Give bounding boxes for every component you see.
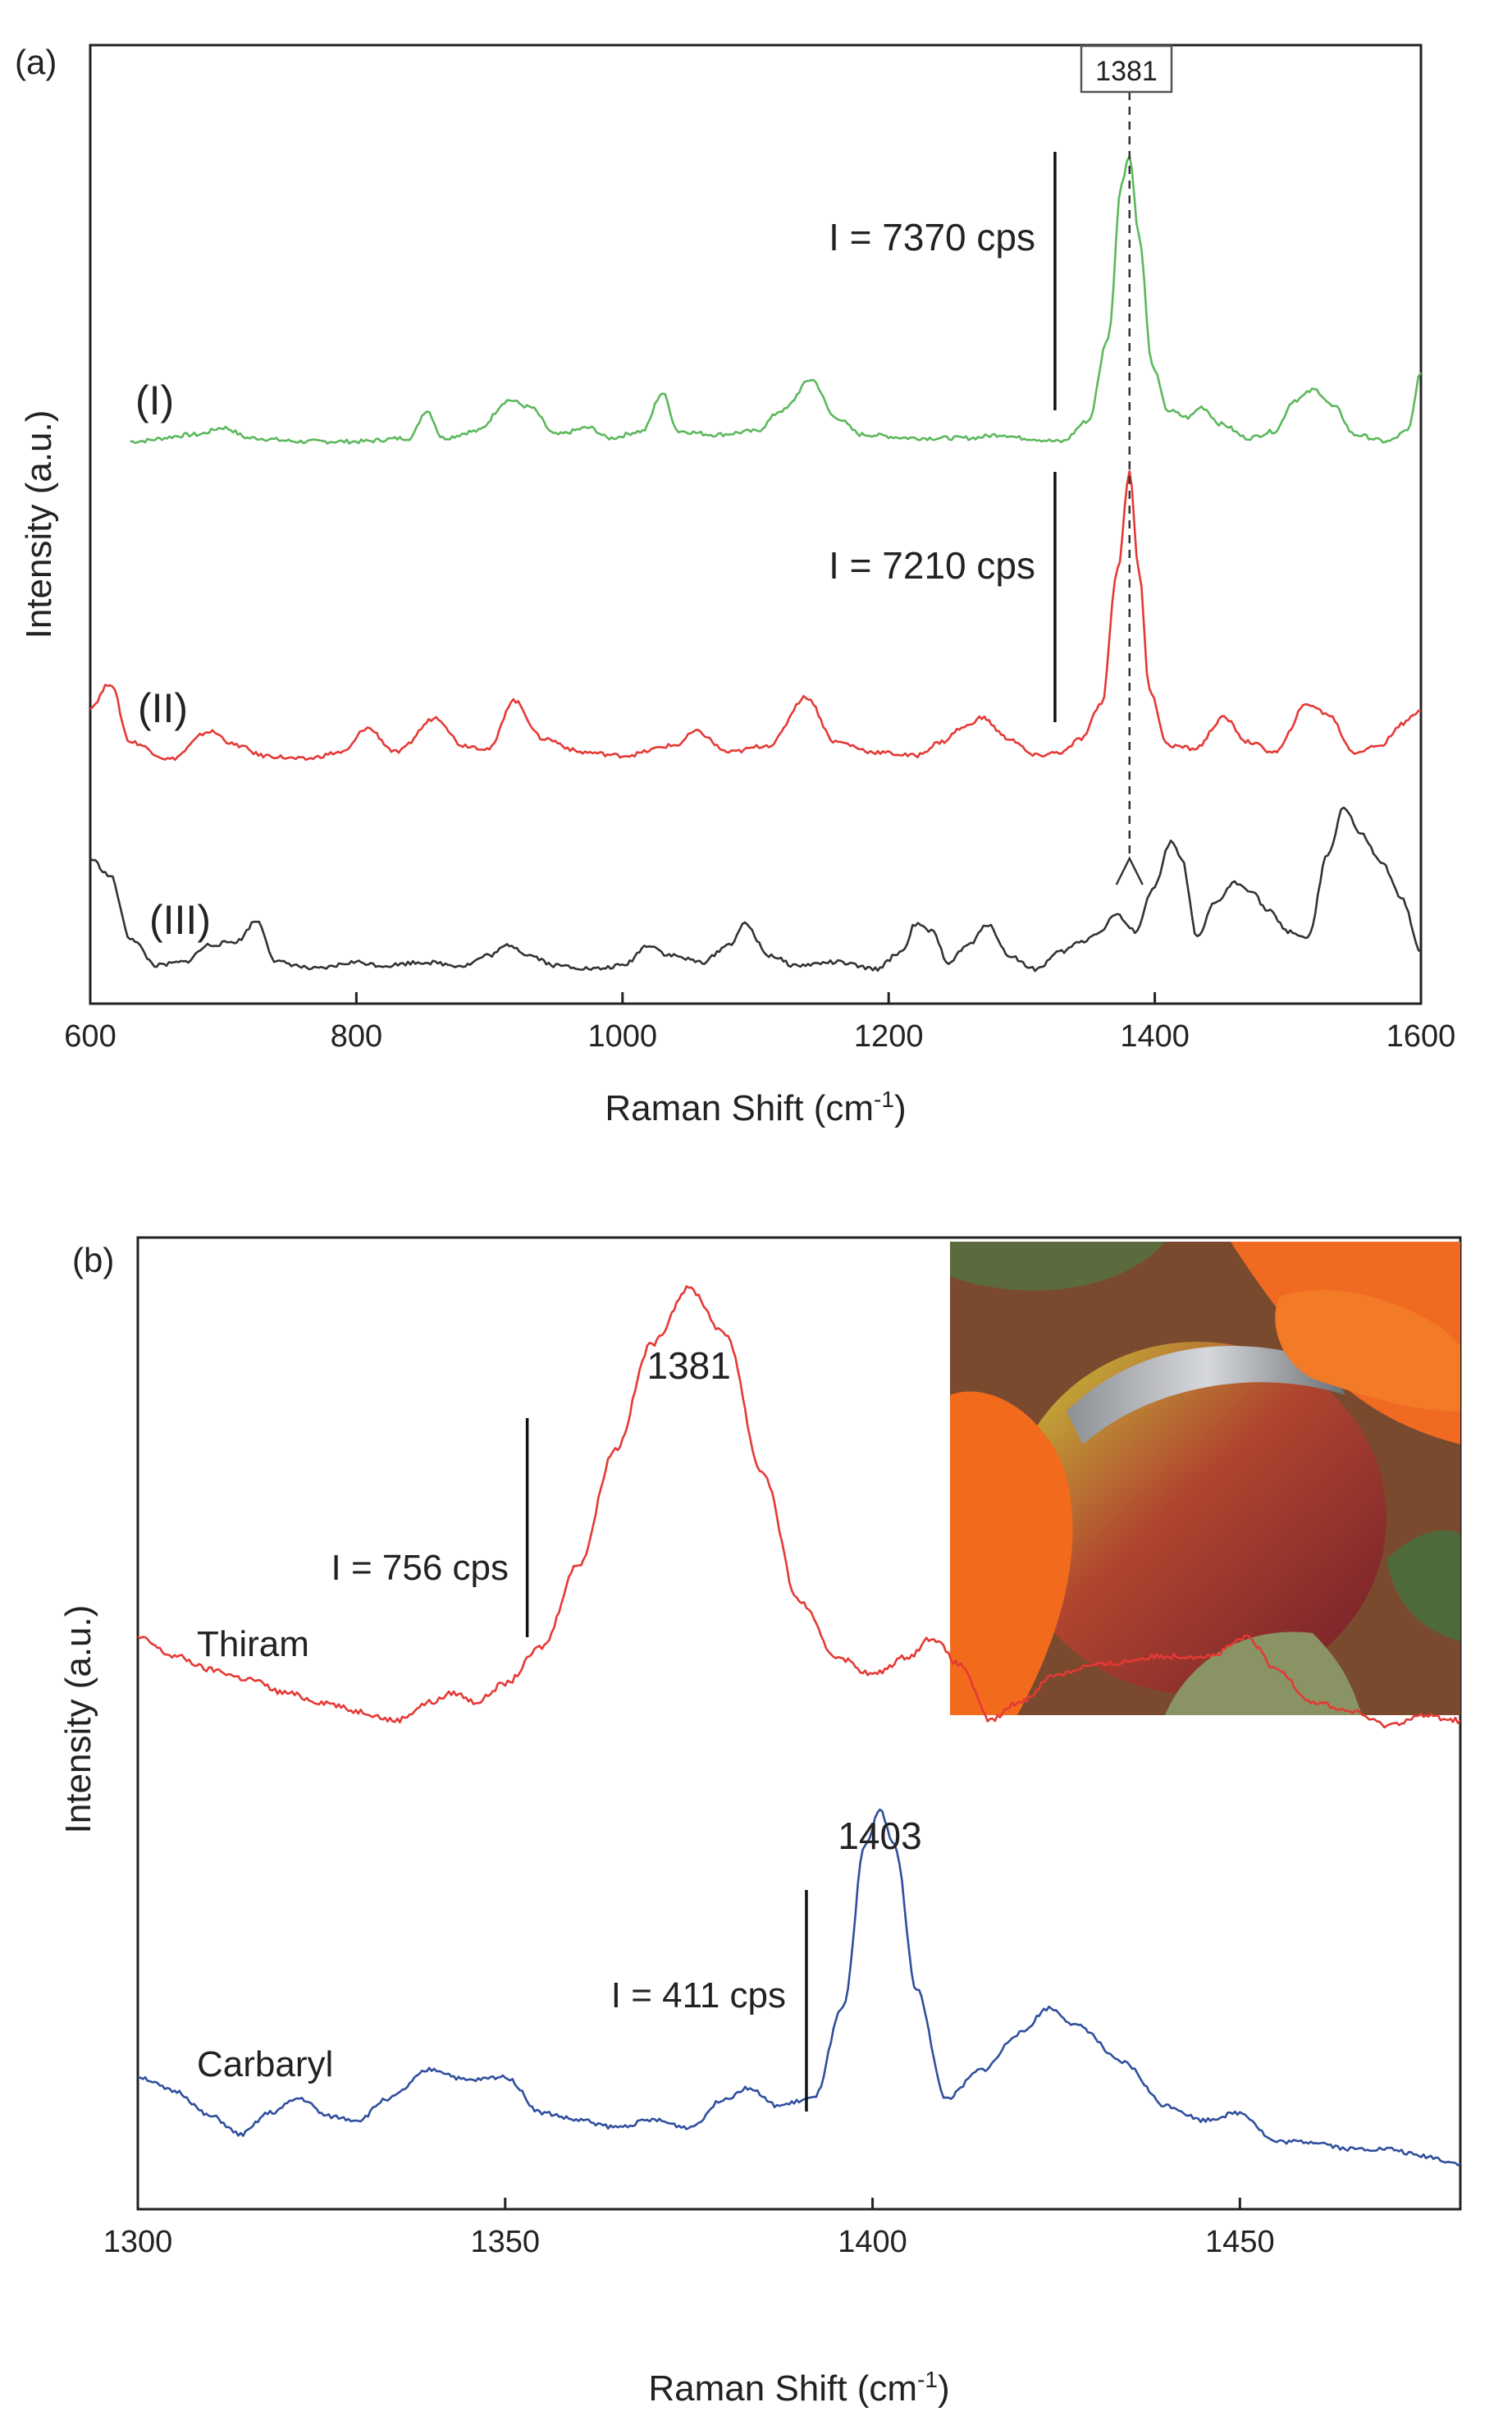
panel-a-label: (a) [15,43,57,81]
panel-b-xlabel: Raman Shift (cm-1) [648,2367,949,2409]
series-line [89,806,1422,972]
x-tick-label: 1300 [103,2225,173,2259]
panel-b-annotations: Thiram I = 756 cps 1381 Carbaryl I = 411 cps… [197,1344,922,2112]
panel-a-annotations: (I) I = 7370 cps (II) I = 7210 cps (III) [135,92,1144,943]
x-tick-label: 1600 [1386,1019,1456,1054]
panel-a-ticks: 600 800 1000 1200 1400 1600 [64,992,1455,1054]
inset-photo [950,1242,1460,1715]
series-label: Carbaryl [197,2044,333,2084]
panel-a-xlabel-sup: -1 [874,1087,894,1112]
panel-a-xlabel-main: Raman Shift (cm [605,1088,874,1128]
x-tick-label: 1400 [1120,1019,1190,1054]
panel-b-ylabel: Intensity (a.u.) [58,1605,98,1834]
panel-b-xlabel-sup: -1 [917,2367,938,2392]
panel-a-xlabel: Raman Shift (cm-1) [605,1087,906,1128]
x-tick-label: 1350 [471,2225,541,2259]
x-tick-label: 1400 [838,2225,907,2259]
x-tick-label: 1200 [854,1019,924,1054]
panel-a: (a) 600 800 1000 1200 1400 1600 (I) I = 7370 c… [15,43,1455,1128]
x-tick-label: 600 [64,1019,116,1054]
series-line [130,155,1423,445]
series-label: Thiram [197,1624,309,1664]
series-line [137,1808,1461,2167]
series-line [89,469,1422,762]
panel-b-xlabel-end: ) [938,2368,950,2409]
intensity-annotation: I = 756 cps [331,1548,509,1588]
peak-label: 1381 [646,1344,730,1387]
inset-glove-left [950,1391,1073,1715]
series-line [137,1285,1461,1729]
panel-b-ticks: 1300 1350 1400 1450 [103,2198,1275,2259]
panel-b: (b) 1300 1350 1400 1450 Thiram I = 756 cps 13… [58,1236,1462,2409]
peak-label: 1403 [838,1814,921,1857]
x-tick-label: 1450 [1205,2225,1275,2259]
series-label: (II) [138,685,188,731]
panel-a-xlabel-end: ) [894,1088,907,1128]
panel-a-ylabel: Intensity (a.u.) [19,410,59,639]
panel-a-series [89,155,1423,972]
inset-leaf-right [1386,1530,1460,1641]
marker-label: 1381 [1095,56,1158,87]
inset-apple [1009,1342,1386,1695]
series-label: (I) [135,378,174,423]
panel-b-label: (b) [72,1241,114,1279]
marker-box [1080,44,1173,94]
inset-glove-right [1275,1290,1460,1412]
inset-leaf-top [950,1242,1165,1291]
panel-b-xlabel-main: Raman Shift (cm [648,2368,917,2409]
marker-caret [1115,856,1144,885]
marker-1381: 1381 [1080,44,1173,94]
panel-b-series [137,1285,1461,2167]
intensity-annotation: I = 7370 cps [829,216,1035,259]
x-tick-label: 800 [331,1019,382,1054]
panel-b-frame [136,1236,1462,2211]
series-label: (III) [149,897,211,943]
panel-a-frame [89,43,1423,1005]
intensity-annotation: I = 411 cps [611,1975,786,2016]
intensity-annotation: I = 7210 cps [829,544,1035,587]
inset-metal-strip [1067,1346,1345,1444]
inset-leaf-bottom [1165,1631,1362,1715]
x-tick-label: 1000 [588,1019,658,1054]
